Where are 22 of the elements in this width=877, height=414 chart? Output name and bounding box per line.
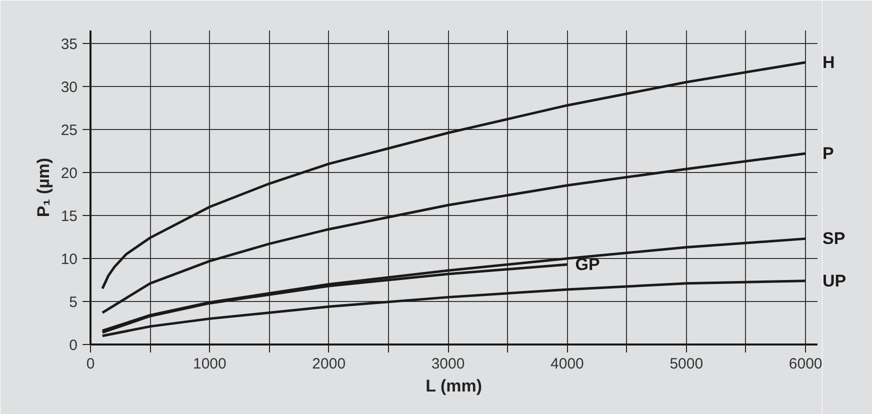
x-axis-title: L (mm) xyxy=(426,376,482,396)
y-tick-label: 15 xyxy=(60,208,78,225)
series-label: GP xyxy=(575,254,600,274)
y-tick-label: 10 xyxy=(60,250,78,268)
series-label: H xyxy=(822,52,835,72)
series-label: P xyxy=(822,144,834,164)
y-tick-label: 30 xyxy=(60,78,78,96)
series-label: SP xyxy=(822,229,846,248)
x-tick-label: 0 xyxy=(86,356,95,372)
x-tick-label: 5000 xyxy=(670,356,704,372)
y-tick-label: 35 xyxy=(60,36,78,53)
y-tick-label: 5 xyxy=(69,294,78,311)
series-label: UP xyxy=(822,271,846,290)
x-tick-label: 2000 xyxy=(312,356,346,372)
y-axis-title: P₁ (µm) xyxy=(34,158,53,218)
y-tick-label: 25 xyxy=(60,122,78,139)
x-tick-label: 1000 xyxy=(192,356,226,372)
y-tick-label: 20 xyxy=(60,164,78,182)
x-tick-label: 4000 xyxy=(550,356,584,372)
x-tick-label: 6000 xyxy=(788,356,822,372)
y-tick-label: 0 xyxy=(69,337,78,354)
x-tick-label: 3000 xyxy=(431,356,465,372)
